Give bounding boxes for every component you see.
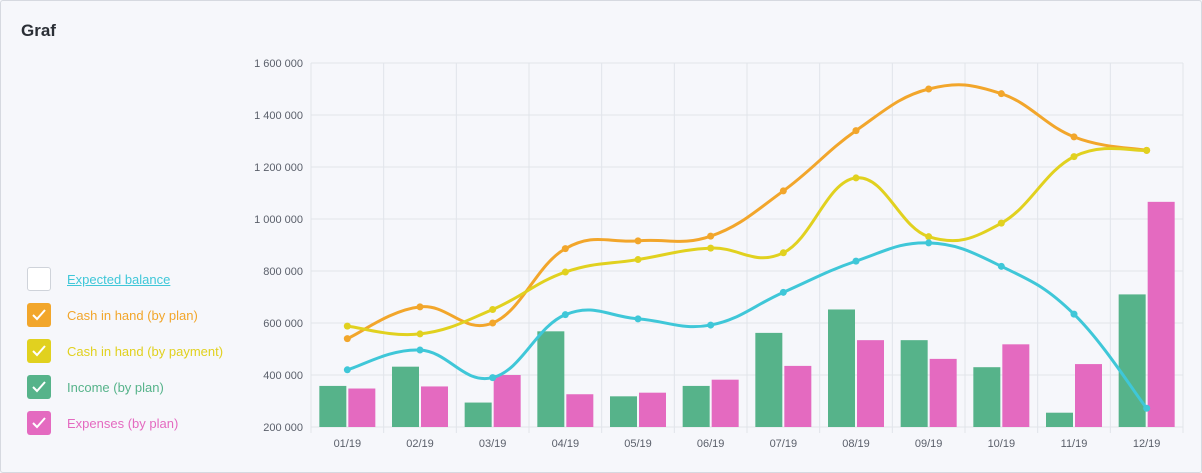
bar-income-by-plan [682, 385, 710, 427]
bar-income-by-plan [900, 340, 928, 427]
point-cash-in-hand-by-payment [561, 268, 569, 276]
point-expected-balance [1143, 404, 1151, 412]
chart-title: Graf [21, 21, 56, 40]
x-tick-label: 10/19 [988, 438, 1016, 450]
point-cash-in-hand-by-plan [779, 187, 787, 195]
legend-checkbox[interactable] [27, 411, 51, 435]
point-cash-in-hand-by-plan [925, 85, 933, 93]
point-cash-in-hand-by-plan [997, 90, 1005, 98]
legend-label[interactable]: Income (by plan) [67, 380, 164, 395]
bar-income-by-plan [755, 332, 783, 427]
legend-checkbox[interactable] [27, 303, 51, 327]
point-cash-in-hand-by-payment [1143, 146, 1151, 154]
checkmark-icon [32, 417, 46, 429]
y-tick-label: 1 200 000 [254, 162, 303, 174]
line-expected-balance [346, 241, 1148, 410]
point-cash-in-hand-by-payment [707, 244, 715, 252]
point-expected-balance [997, 262, 1005, 270]
y-tick-label: 1 600 000 [254, 58, 303, 70]
bar-expenses-by-plan [493, 375, 521, 427]
bar-expenses-by-plan [1002, 344, 1030, 427]
bar-income-by-plan [1046, 412, 1073, 427]
x-tick-label: 06/19 [697, 438, 725, 450]
x-tick-label: 12/19 [1133, 438, 1161, 450]
x-tick-label: 03/19 [479, 438, 507, 450]
point-cash-in-hand-by-payment [852, 174, 860, 182]
point-expected-balance [561, 311, 569, 319]
bar-income-by-plan [1118, 294, 1146, 427]
point-cash-in-hand-by-payment [779, 249, 787, 257]
legend-label[interactable]: Expected balance [67, 272, 171, 287]
bar-income-by-plan [828, 309, 855, 427]
x-tick-label: 07/19 [770, 438, 798, 450]
point-cash-in-hand-by-plan [852, 127, 860, 135]
point-cash-in-hand-by-payment [634, 256, 642, 264]
bar-expenses-by-plan [784, 365, 812, 427]
bar-expenses-by-plan [639, 392, 666, 427]
checkmark-icon [32, 381, 46, 393]
bar-income-by-plan [319, 385, 347, 427]
point-cash-in-hand-by-plan [634, 237, 642, 245]
legend-checkbox[interactable] [27, 375, 51, 399]
y-tick-label: 1 000 000 [254, 214, 303, 226]
bar-income-by-plan [973, 367, 1001, 427]
point-cash-in-hand-by-plan [416, 303, 424, 311]
bar-income-by-plan [537, 331, 565, 427]
point-cash-in-hand-by-payment [925, 233, 933, 241]
point-cash-in-hand-by-payment [1070, 153, 1078, 161]
x-tick-label: 09/19 [915, 438, 943, 450]
point-expected-balance [416, 346, 424, 354]
legend-label[interactable]: Expenses (by plan) [67, 416, 179, 431]
point-cash-in-hand-by-payment [997, 219, 1005, 227]
x-tick-label: 08/19 [842, 438, 870, 450]
point-expected-balance [779, 288, 787, 296]
legend-checkbox[interactable] [27, 267, 51, 291]
x-tick-label: 11/19 [1061, 438, 1088, 450]
point-expected-balance [925, 239, 933, 247]
point-expected-balance [489, 374, 497, 382]
x-tick-label: 02/19 [406, 438, 434, 450]
point-cash-in-hand-by-payment [489, 305, 497, 313]
point-cash-in-hand-by-plan [489, 319, 497, 327]
bar-expenses-by-plan [929, 358, 957, 427]
point-expected-balance [1070, 310, 1078, 318]
y-tick-label: 600 000 [263, 318, 303, 330]
x-tick-label: 04/19 [552, 438, 580, 450]
bar-expenses-by-plan [1075, 364, 1102, 427]
y-tick-label: 200 000 [263, 422, 303, 434]
bar-expenses-by-plan [857, 340, 884, 427]
bar-expenses-by-plan [566, 394, 594, 427]
point-cash-in-hand-by-payment [416, 330, 424, 338]
bar-income-by-plan [392, 366, 419, 427]
bar-expenses-by-plan [1147, 201, 1175, 427]
point-cash-in-hand-by-plan [707, 232, 715, 240]
line-cash-in-hand-by-plan [346, 83, 1147, 340]
checkmark-icon [32, 345, 46, 357]
y-tick-label: 1 400 000 [254, 110, 303, 122]
y-tick-label: 800 000 [263, 266, 303, 278]
checkmark-icon [32, 309, 46, 321]
bar-expenses-by-plan [421, 386, 448, 427]
point-expected-balance [852, 257, 860, 265]
point-cash-in-hand-by-plan [561, 245, 569, 253]
point-cash-in-hand-by-plan [1070, 133, 1078, 141]
point-expected-balance [634, 315, 642, 323]
legend-label[interactable]: Cash in hand (by plan) [67, 308, 198, 323]
y-tick-label: 400 000 [263, 370, 303, 382]
bar-expenses-by-plan [348, 388, 376, 427]
point-cash-in-hand-by-payment [343, 322, 351, 330]
legend-label[interactable]: Cash in hand (by payment) [67, 344, 224, 359]
point-expected-balance [707, 321, 715, 329]
bar-income-by-plan [464, 402, 492, 427]
bar-expenses-by-plan [711, 379, 739, 427]
point-expected-balance [343, 366, 351, 374]
x-tick-label: 01/19 [334, 438, 362, 450]
bar-income-by-plan [610, 396, 637, 427]
legend-checkbox[interactable] [27, 339, 51, 363]
point-cash-in-hand-by-plan [343, 335, 351, 343]
x-tick-label: 05/19 [624, 438, 652, 450]
